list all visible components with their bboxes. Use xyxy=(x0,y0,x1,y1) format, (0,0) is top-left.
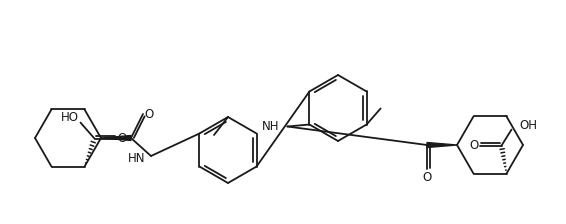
Text: O: O xyxy=(422,170,432,183)
Text: O: O xyxy=(469,139,478,152)
Polygon shape xyxy=(427,142,457,147)
Text: O: O xyxy=(118,132,127,145)
Text: OH: OH xyxy=(520,119,538,132)
Text: HN: HN xyxy=(127,151,145,164)
Text: HO: HO xyxy=(61,111,79,124)
Polygon shape xyxy=(101,136,131,140)
Text: NH: NH xyxy=(262,120,280,133)
Text: O: O xyxy=(144,108,153,121)
